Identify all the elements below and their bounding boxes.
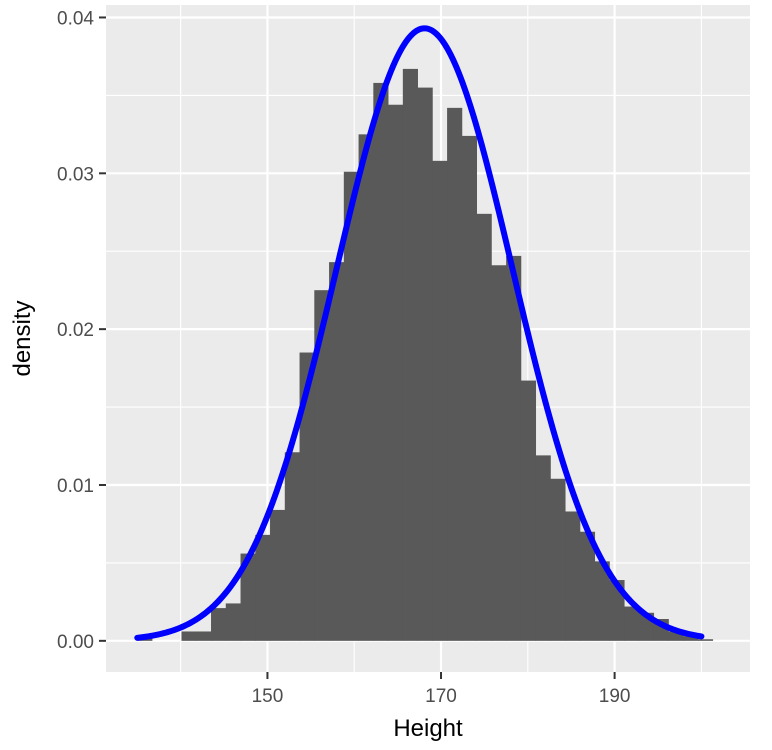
histogram-bar bbox=[565, 511, 581, 641]
histogram-bar bbox=[609, 580, 625, 641]
histogram-bar bbox=[432, 160, 448, 641]
histogram-bar bbox=[520, 380, 537, 641]
normal-density-curve bbox=[134, 25, 705, 641]
histogram-bar bbox=[211, 608, 227, 641]
histogram-bar bbox=[314, 290, 330, 641]
histogram-bar bbox=[240, 553, 256, 641]
histogram-bar bbox=[358, 134, 374, 641]
histogram-bar bbox=[299, 352, 315, 641]
histogram-bar bbox=[491, 265, 507, 641]
histogram-bar bbox=[461, 135, 478, 641]
y-tick-label: 0.01 bbox=[57, 476, 94, 497]
x-tick-label: 190 bbox=[599, 686, 631, 707]
histogram-bar bbox=[506, 255, 522, 641]
histogram-bar bbox=[181, 631, 197, 641]
histogram-bar bbox=[343, 171, 359, 641]
histogram-bars bbox=[137, 68, 714, 641]
histogram-bar bbox=[594, 561, 610, 641]
histogram-bar bbox=[447, 107, 463, 641]
histogram-bar bbox=[329, 262, 345, 641]
x-tick-label: 170 bbox=[425, 686, 457, 707]
histogram-bar bbox=[417, 87, 433, 641]
y-tick-label: 0.00 bbox=[57, 632, 94, 653]
histogram-bar bbox=[624, 606, 640, 641]
histogram-bar bbox=[373, 82, 389, 641]
histogram-bar bbox=[668, 631, 684, 641]
histogram-bar bbox=[225, 603, 241, 641]
histogram-bar bbox=[284, 452, 300, 641]
x-axis-title: Height bbox=[393, 715, 463, 742]
histogram-bar bbox=[388, 104, 404, 641]
histogram-bar bbox=[535, 455, 551, 641]
y-axis: 0.00 0.01 0.02 0.03 0.04 bbox=[57, 8, 106, 653]
histogram-bar bbox=[579, 531, 596, 641]
y-tick-label: 0.02 bbox=[57, 320, 94, 341]
histogram-bar bbox=[697, 639, 714, 641]
y-tick-label: 0.04 bbox=[57, 8, 94, 29]
histogram-bar bbox=[476, 213, 492, 641]
histogram-bar bbox=[255, 534, 271, 641]
histogram-bar bbox=[683, 636, 699, 641]
histogram-bar bbox=[196, 631, 212, 641]
histogram-bar bbox=[550, 478, 566, 641]
histogram-bar bbox=[402, 68, 418, 641]
y-axis-title: density bbox=[9, 300, 36, 376]
x-axis: 150 170 190 bbox=[252, 672, 631, 707]
x-tick-label: 150 bbox=[252, 686, 284, 707]
histogram-bar bbox=[270, 509, 286, 641]
y-tick-label: 0.03 bbox=[57, 164, 94, 185]
